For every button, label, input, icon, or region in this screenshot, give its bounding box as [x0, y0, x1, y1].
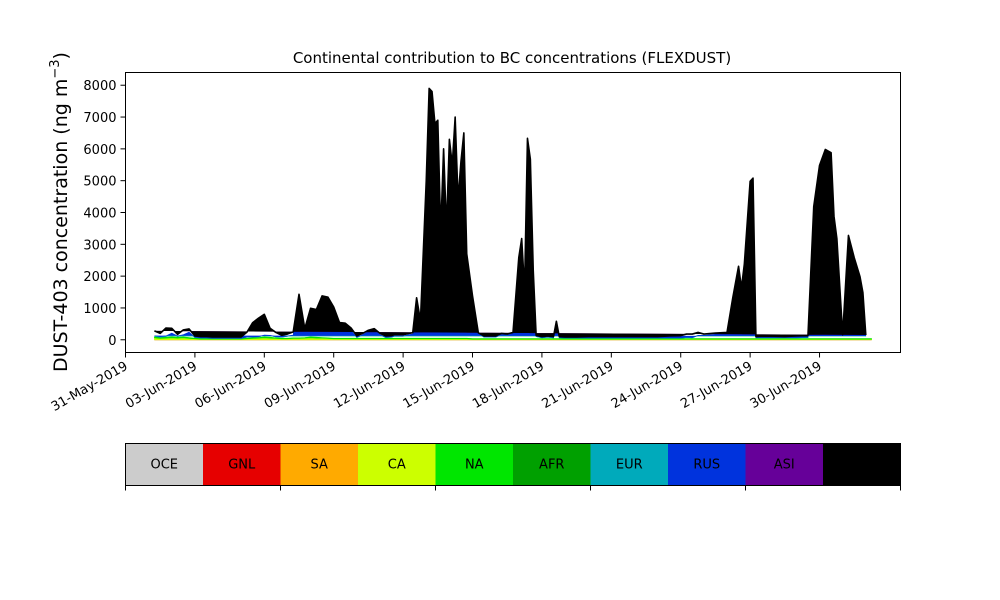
legend-label-aus: AUS: [848, 458, 875, 473]
total-outline: [154, 87, 867, 338]
x-tick-label: 03-Jun-2019: [123, 359, 200, 412]
y-axis-label-sup: −3: [48, 59, 63, 78]
legend-swatch-ca: [358, 443, 436, 486]
legend-swatch-rus: [668, 443, 746, 486]
series-area-aus: [154, 87, 867, 338]
legend-label-rus: RUS: [693, 458, 720, 473]
y-axis-ticks: 0 1000 2000 3000 4000 5000 6000 7000 8000: [83, 79, 126, 349]
x-tick-label: 21-Jun-2019: [539, 359, 616, 412]
legend-swatch-eur: [590, 443, 668, 486]
legend-swatch-sa: [280, 443, 358, 486]
legend-frame: [125, 443, 901, 486]
legend-swatch-afr: [513, 443, 591, 486]
legend-swatch-aus: [823, 443, 901, 486]
y-axis-label-main: DUST-403 concentration (ng m: [50, 79, 72, 372]
y-tick-label: 7000: [83, 111, 116, 126]
series-area-afr: [154, 89, 867, 339]
x-tick-label: 09-Jun-2019: [262, 359, 339, 412]
chart-title: Continental contribution to BC concentra…: [293, 49, 731, 67]
plot-frame: [125, 72, 901, 353]
y-axis-label: DUST-403 concentration (ng m−3): [48, 52, 72, 372]
x-axis-ticks: 31-May-201903-Jun-201906-Jun-201909-Jun-…: [49, 352, 825, 415]
legend-colorbar: OCE GNL SA CA NA AFR EUR RUS ASI AUS: [125, 443, 901, 491]
legend-label-afr: AFR: [539, 458, 564, 473]
x-tick-label: 15-Jun-2019: [401, 359, 478, 412]
legend-label-oce: OCE: [150, 458, 178, 473]
y-tick-label: 8000: [83, 79, 116, 94]
x-tick-label: 30-Jun-2019: [748, 359, 825, 412]
x-tick-label: 24-Jun-2019: [609, 359, 686, 412]
y-tick-label: 5000: [83, 175, 116, 190]
legend-label-eur: EUR: [616, 458, 643, 473]
x-tick-label: 18-Jun-2019: [470, 359, 547, 412]
legend-swatch-na: [435, 443, 513, 486]
legend-label-na: NA: [465, 458, 484, 473]
legend-swatch-asi: [745, 443, 823, 486]
x-tick-label: 12-Jun-2019: [331, 359, 408, 412]
legend-swatch-oce: [125, 443, 203, 486]
series-area-na: [154, 336, 872, 340]
y-tick-label: 1000: [83, 302, 116, 317]
y-tick-label: 3000: [83, 238, 116, 253]
legend-label-gnl: GNL: [228, 458, 256, 473]
legend-label-ca: CA: [388, 458, 406, 473]
y-tick-label: 2000: [83, 270, 116, 285]
x-tick-label: 06-Jun-2019: [192, 359, 269, 412]
legend-label-sa: SA: [311, 458, 328, 473]
series-layer: [154, 87, 872, 341]
series-area-eur: [154, 89, 867, 339]
y-tick-label: 4000: [83, 207, 116, 222]
legend-swatch-gnl: [203, 443, 281, 486]
y-tick-label: 0: [108, 334, 116, 349]
series-area-rus: [154, 88, 867, 339]
series-area-asi: [154, 87, 867, 338]
y-tick-label: 6000: [83, 143, 116, 158]
legend-label-asi: ASI: [774, 458, 795, 473]
x-tick-label: 27-Jun-2019: [678, 359, 755, 412]
y-axis-label-close: ): [50, 52, 72, 59]
